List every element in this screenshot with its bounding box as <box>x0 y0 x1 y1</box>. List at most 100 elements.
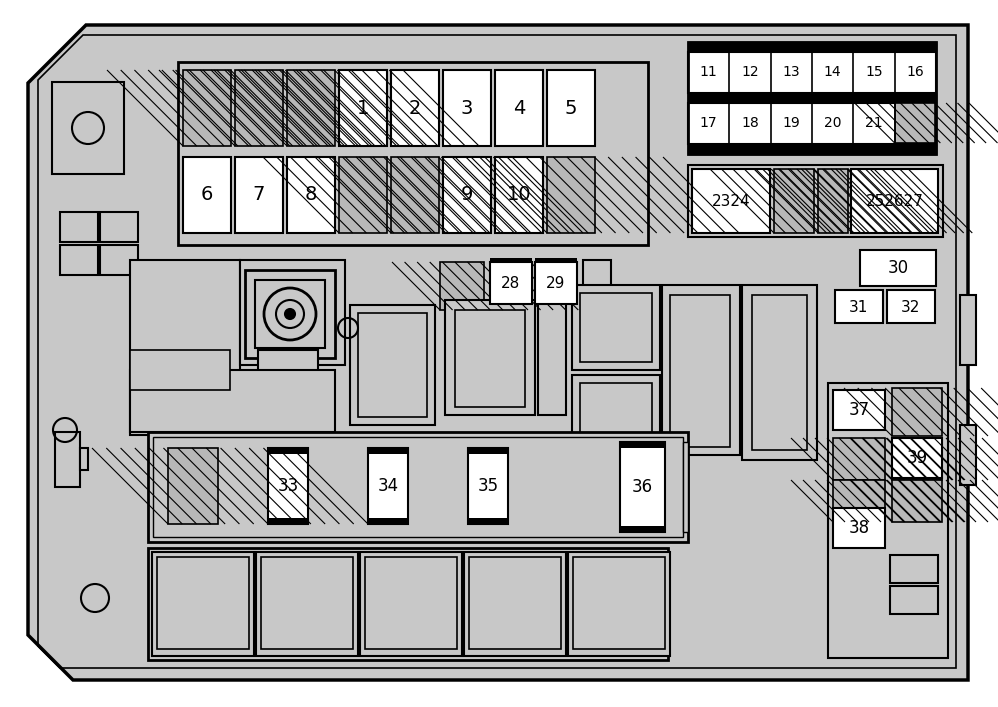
Text: 2324: 2324 <box>712 194 750 209</box>
Bar <box>148 432 688 542</box>
Bar <box>168 448 218 524</box>
Bar <box>851 169 938 233</box>
Text: 32: 32 <box>901 300 921 315</box>
Bar <box>130 370 335 432</box>
Bar <box>339 70 387 146</box>
Bar <box>100 245 138 275</box>
Bar <box>892 480 942 522</box>
Bar <box>860 250 936 286</box>
Text: 33: 33 <box>277 477 298 495</box>
Text: 15: 15 <box>865 65 883 79</box>
Bar <box>391 157 439 233</box>
Text: 29: 29 <box>546 276 566 291</box>
Bar <box>60 245 98 275</box>
Text: 13: 13 <box>782 65 800 79</box>
Text: 16: 16 <box>906 65 924 79</box>
Bar <box>368 448 408 524</box>
Bar <box>153 437 683 537</box>
Text: 7: 7 <box>252 185 265 204</box>
Bar <box>890 555 938 583</box>
Bar <box>833 480 885 522</box>
Text: 10: 10 <box>507 185 531 204</box>
Bar <box>583 260 611 310</box>
Text: 18: 18 <box>742 116 758 130</box>
Bar <box>620 442 665 532</box>
Bar <box>455 310 525 407</box>
Bar <box>688 52 936 93</box>
Bar <box>547 157 595 233</box>
Bar <box>148 548 668 660</box>
Bar <box>828 383 948 658</box>
Bar <box>572 285 660 370</box>
Text: 1: 1 <box>357 98 369 117</box>
Text: 11: 11 <box>700 65 718 79</box>
Bar <box>183 70 231 146</box>
Bar <box>268 448 308 524</box>
Circle shape <box>264 288 316 340</box>
Bar <box>892 438 942 480</box>
Bar <box>535 262 577 304</box>
Bar <box>469 557 561 649</box>
Bar <box>130 260 240 435</box>
Bar <box>256 552 358 656</box>
Text: 2: 2 <box>409 98 421 117</box>
Bar <box>490 262 532 304</box>
Bar <box>892 438 942 478</box>
Bar <box>835 290 883 323</box>
Bar <box>688 93 936 103</box>
Bar <box>580 383 652 447</box>
Text: 3: 3 <box>461 98 473 117</box>
Bar <box>52 82 124 174</box>
Bar <box>268 448 308 454</box>
Polygon shape <box>28 25 968 680</box>
Bar <box>490 258 532 262</box>
Text: 30: 30 <box>887 259 908 277</box>
Bar <box>152 552 254 656</box>
Text: 4: 4 <box>513 98 525 117</box>
Bar <box>688 42 936 154</box>
Bar <box>350 305 435 425</box>
Bar <box>468 518 508 524</box>
Bar <box>235 157 283 233</box>
Bar <box>890 586 938 614</box>
Bar <box>178 62 648 245</box>
Circle shape <box>285 309 295 319</box>
Bar <box>130 350 230 390</box>
Bar <box>818 169 848 233</box>
Bar <box>55 432 80 487</box>
Bar <box>443 157 491 233</box>
Bar <box>495 157 543 233</box>
Bar <box>443 70 491 146</box>
Bar <box>538 270 566 415</box>
Bar <box>960 295 976 365</box>
Text: 9: 9 <box>461 185 473 204</box>
Bar <box>568 552 670 656</box>
Bar <box>833 438 885 480</box>
Bar <box>339 157 387 233</box>
Text: 17: 17 <box>700 116 718 130</box>
Bar <box>183 157 231 233</box>
Bar <box>445 300 535 415</box>
Bar <box>572 375 660 455</box>
Text: 21: 21 <box>865 116 883 130</box>
Bar <box>692 169 770 233</box>
Text: 36: 36 <box>632 478 653 496</box>
Text: 14: 14 <box>824 65 841 79</box>
Text: 37: 37 <box>848 401 869 419</box>
Bar <box>580 293 652 362</box>
Bar <box>240 260 345 365</box>
Bar <box>80 448 88 470</box>
Bar <box>683 442 688 532</box>
Bar <box>774 169 814 233</box>
Bar <box>368 448 408 454</box>
Bar <box>360 552 462 656</box>
Bar <box>688 165 943 237</box>
Bar <box>261 557 353 649</box>
Bar <box>620 526 665 532</box>
Bar <box>887 290 935 323</box>
Bar <box>752 295 807 450</box>
Bar <box>100 212 138 242</box>
Bar <box>287 70 335 146</box>
Bar <box>368 518 408 524</box>
Bar <box>688 103 936 144</box>
